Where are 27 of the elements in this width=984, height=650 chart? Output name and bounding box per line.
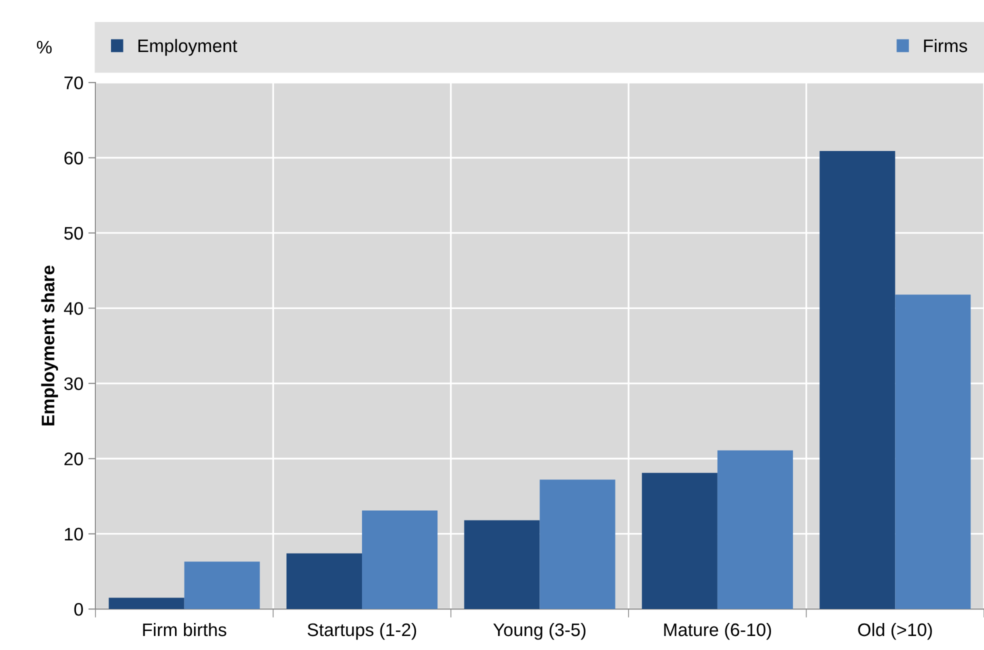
bar <box>286 553 362 610</box>
bar <box>540 480 616 610</box>
y-tick-label: 20 <box>64 452 83 466</box>
legend-label: Employment <box>138 38 238 56</box>
bar <box>717 450 793 610</box>
y-tick-label: 70 <box>64 76 83 90</box>
y-tick-label: 50 <box>64 226 83 240</box>
legend-label: Firms <box>924 38 968 52</box>
x-tick-label: Firm births <box>143 622 226 636</box>
bar <box>820 150 896 610</box>
text: % <box>36 40 52 54</box>
x-tick-label: Young (3-5) <box>493 622 586 640</box>
bar <box>184 562 260 610</box>
y-tick-label: 0 <box>74 602 83 616</box>
bar <box>108 598 184 610</box>
bar <box>464 520 540 610</box>
y-tick-label: 10 <box>64 528 83 541</box>
bar <box>895 294 971 610</box>
y-tick-label: 30 <box>64 377 83 390</box>
x-tick-label: Old (>10) <box>858 622 932 640</box>
x-tick-label: Startups (1-2) <box>308 622 416 640</box>
bar <box>362 510 438 610</box>
x-tick-label: Mature (6-10) <box>664 622 772 640</box>
y-tick-label: 60 <box>64 152 83 164</box>
bar <box>642 472 718 610</box>
y-tick-label: 40 <box>64 302 83 315</box>
y-axis-title: Employment share <box>41 266 58 426</box>
